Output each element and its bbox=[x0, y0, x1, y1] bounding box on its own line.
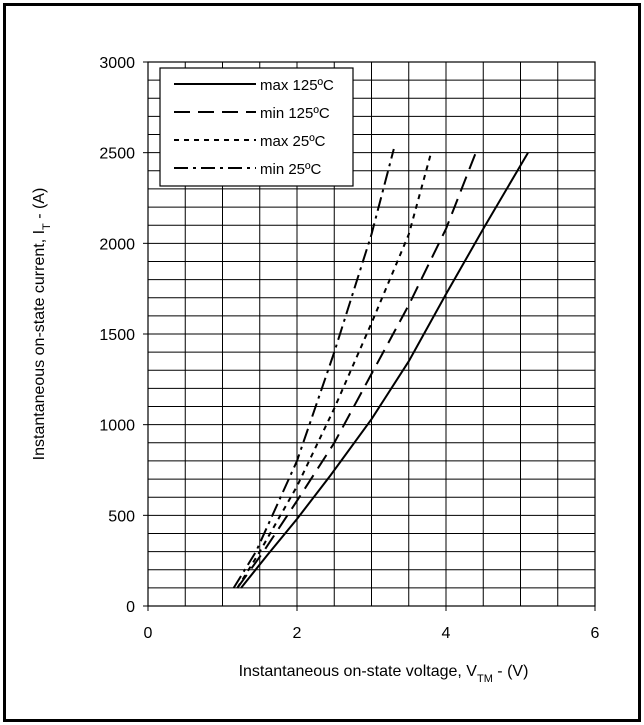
y-tick-label: 2000 bbox=[99, 236, 135, 253]
y-tick-label: 0 bbox=[126, 599, 135, 616]
x-tick-label: 2 bbox=[293, 625, 302, 642]
x-axis-label: Instantaneous on-state voltage, VTM - (V… bbox=[239, 663, 529, 685]
series-line-2 bbox=[236, 152, 477, 589]
legend-label: min 125ºC bbox=[260, 105, 330, 122]
series-line-4 bbox=[232, 148, 395, 589]
y-axis-label: Instantaneous on-state current, IT - (A) bbox=[31, 188, 53, 461]
grid bbox=[148, 62, 595, 606]
series-line-3 bbox=[236, 152, 433, 589]
series-line-1 bbox=[240, 152, 529, 589]
y-tick-label: 2500 bbox=[99, 146, 135, 163]
legend-label: min 25ºC bbox=[260, 161, 322, 178]
legend: max 125ºC min 125ºC max 25ºC min 25ºC bbox=[159, 67, 354, 187]
x-tick-label: 4 bbox=[442, 625, 451, 642]
legend-label: max 25ºC bbox=[260, 133, 326, 150]
y-tick-label: 1000 bbox=[99, 418, 135, 435]
y-tick-label: 1500 bbox=[99, 327, 135, 344]
legend-label: max 125ºC bbox=[260, 77, 334, 94]
axes bbox=[143, 61, 596, 611]
x-tick-label: 6 bbox=[591, 625, 600, 642]
tick-labels: 0 2 4 6 0 500 1000 1500 2000 2500 3000 bbox=[99, 55, 599, 642]
y-tick-label: 3000 bbox=[99, 55, 135, 72]
x-tick-label: 0 bbox=[144, 625, 153, 642]
y-tick-label: 500 bbox=[108, 508, 135, 525]
legend-box bbox=[159, 67, 354, 187]
series-lines bbox=[232, 148, 529, 589]
